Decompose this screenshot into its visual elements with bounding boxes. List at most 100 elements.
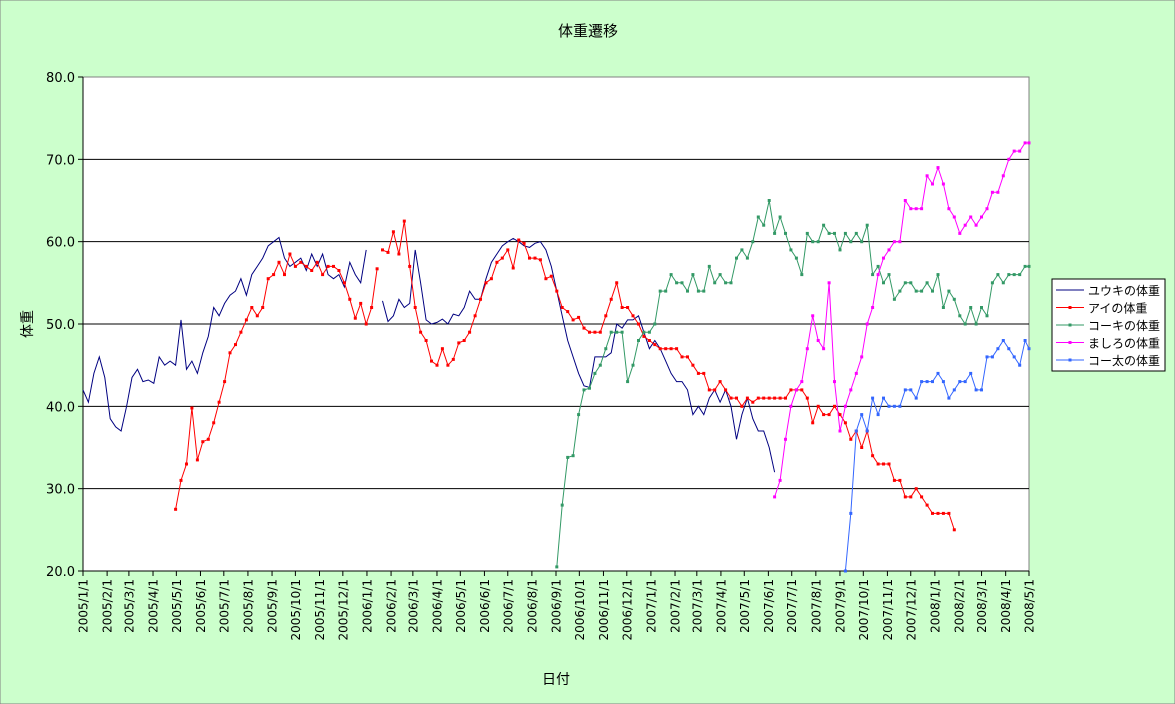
data-point [473, 314, 477, 318]
data-point [767, 199, 771, 202]
data-point [996, 190, 1000, 194]
data-point [936, 273, 940, 277]
x-tick-label: 2006/4/1 [430, 579, 444, 633]
data-point [544, 277, 548, 281]
data-point [713, 388, 717, 392]
data-point [424, 339, 428, 342]
data-point [664, 289, 668, 293]
data-point [724, 281, 728, 285]
data-point [778, 215, 782, 219]
data-point [833, 231, 836, 235]
data-point [920, 207, 924, 211]
data-point [604, 347, 608, 351]
data-point [582, 326, 586, 330]
data-point [860, 446, 864, 449]
data-point [849, 511, 853, 515]
data-point [174, 507, 178, 511]
x-tick-label: 2006/10/1 [573, 579, 587, 641]
data-point [185, 462, 188, 466]
data-point [854, 371, 858, 375]
x-tick-label: 2007/7/1 [785, 579, 799, 633]
data-point [549, 274, 553, 278]
data-point [925, 281, 929, 285]
data-point [925, 174, 929, 178]
data-point [272, 273, 276, 277]
data-point [1012, 149, 1016, 153]
data-point [593, 330, 597, 334]
data-point [773, 231, 777, 235]
data-point [773, 495, 777, 499]
data-point [778, 478, 782, 482]
data-point [805, 347, 809, 351]
data-point [854, 231, 858, 235]
data-point [843, 421, 847, 425]
data-point [707, 388, 711, 392]
data-point [250, 306, 254, 309]
data-point [288, 252, 292, 256]
data-point [626, 306, 630, 309]
series-1 [82, 236, 776, 473]
x-tick-label: 2006/1/1 [360, 579, 374, 633]
data-point [326, 264, 330, 268]
x-tick-label: 2007/11/1 [881, 579, 895, 641]
legend-label: アイの体重 [1088, 302, 1147, 316]
data-point [980, 388, 983, 392]
data-point [1027, 141, 1031, 145]
data-point [555, 565, 559, 569]
legend-label: コーキの体重 [1088, 319, 1160, 333]
series-line [382, 237, 776, 473]
data-point [386, 250, 390, 254]
data-point [969, 306, 973, 309]
x-tick-label: 2007/10/1 [857, 579, 871, 641]
data-point [833, 404, 836, 408]
data-point [528, 256, 531, 260]
x-axis-label: 日付 [542, 672, 570, 688]
data-point [201, 440, 205, 444]
data-point [696, 371, 700, 375]
data-point [468, 330, 472, 334]
data-point [838, 429, 842, 433]
data-point [675, 281, 679, 285]
data-point [462, 339, 466, 342]
y-tick-label: 20.0 [46, 565, 75, 580]
data-point [931, 380, 934, 384]
data-point [822, 413, 826, 417]
data-point [860, 355, 864, 359]
data-point [789, 404, 793, 408]
data-point [784, 437, 787, 441]
series-layer [82, 141, 1031, 573]
data-point [843, 231, 847, 235]
data-point [936, 166, 940, 170]
y-tick-label: 40.0 [46, 400, 75, 415]
y-tick-label: 60.0 [46, 236, 75, 251]
data-point [729, 281, 733, 285]
data-point [566, 310, 570, 314]
y-tick-label: 70.0 [46, 153, 75, 168]
data-point [887, 248, 891, 252]
data-point [882, 462, 885, 466]
data-point [724, 388, 728, 392]
data-point [969, 215, 973, 219]
data-point [1012, 355, 1016, 359]
data-point [538, 258, 542, 262]
data-point [1012, 273, 1016, 277]
series-line [175, 252, 378, 510]
data-point [1001, 339, 1005, 342]
data-point [642, 334, 646, 338]
x-tick-label: 2006/3/1 [406, 579, 420, 633]
data-point [479, 297, 482, 301]
data-point [696, 289, 700, 293]
data-point [1027, 264, 1031, 268]
x-tick-label: 2007/6/1 [762, 579, 776, 633]
data-point [397, 252, 401, 256]
data-point [598, 363, 602, 367]
data-point [947, 511, 951, 515]
data-point [903, 281, 907, 285]
data-point [1023, 141, 1027, 145]
x-tick-label: 2006/9/1 [550, 579, 564, 633]
data-point [566, 455, 570, 459]
data-point [849, 240, 853, 244]
data-point [217, 400, 221, 404]
data-point [702, 371, 706, 375]
data-point [740, 248, 744, 252]
